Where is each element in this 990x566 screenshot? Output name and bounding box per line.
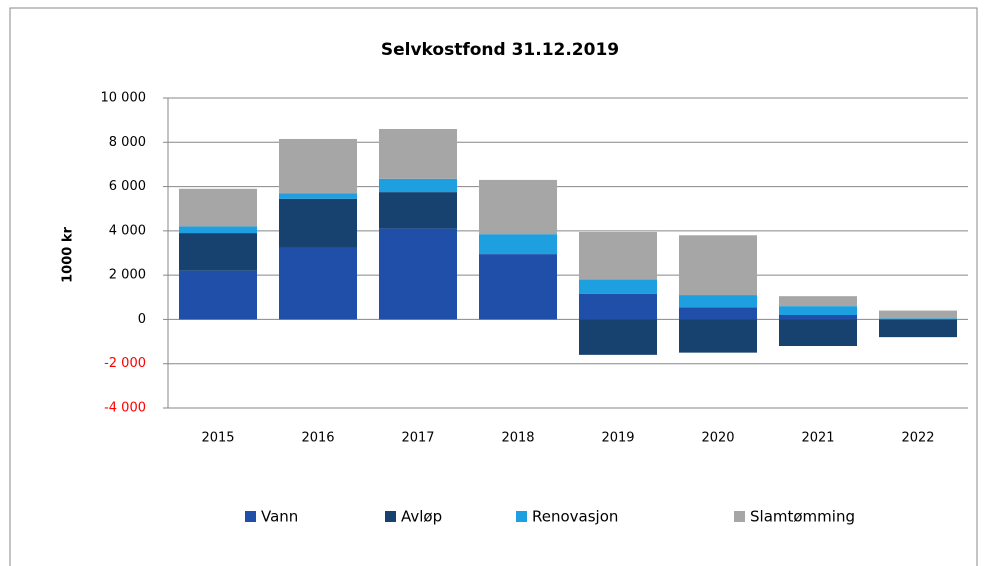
- bar-segment: [179, 270, 257, 320]
- y-tick-label: 2 000: [109, 268, 146, 283]
- chart-title: Selvkostfond 31.12.2019: [381, 40, 619, 60]
- bar-segment: [779, 319, 857, 346]
- x-tick-label: 2017: [401, 431, 434, 446]
- y-axis-label: 1000 kr: [61, 227, 76, 283]
- bar-segment: [879, 318, 957, 320]
- bar-segment: [679, 319, 757, 353]
- bar-segment: [879, 310, 957, 319]
- bar-segment: [179, 233, 257, 271]
- bar-segment: [279, 193, 357, 199]
- bar-segment: [779, 296, 857, 307]
- y-tick-label: 10 000: [101, 91, 147, 106]
- x-tick-label: 2020: [701, 431, 734, 446]
- bar-segment: [179, 226, 257, 234]
- bar-segment: [279, 198, 357, 248]
- legend-label: Avløp: [401, 508, 442, 526]
- bar-segment: [479, 234, 557, 255]
- x-tick-label: 2021: [801, 431, 834, 446]
- legend-swatch: [245, 511, 256, 522]
- bar-segment: [579, 293, 657, 320]
- bar-segment: [279, 247, 357, 320]
- bar-segment: [579, 231, 657, 280]
- legend-swatch: [734, 511, 745, 522]
- legend-swatch: [385, 511, 396, 522]
- x-tick-label: 2016: [301, 431, 334, 446]
- x-tick-label: 2019: [601, 431, 634, 446]
- bar-segment: [379, 178, 457, 193]
- bar-segment: [679, 307, 757, 320]
- legend-label: Renovasjon: [532, 508, 618, 526]
- bar-segment: [479, 179, 557, 235]
- x-tick-label: 2015: [201, 431, 234, 446]
- bar-segment: [179, 188, 257, 227]
- bar-segment: [379, 192, 457, 229]
- legend-label: Vann: [261, 508, 298, 526]
- y-tick-label: 8 000: [109, 135, 146, 150]
- bar-segment: [879, 319, 957, 338]
- bar-segment: [679, 235, 757, 296]
- x-tick-label: 2022: [901, 431, 934, 446]
- bar-segment: [279, 138, 357, 194]
- y-tick-label: 4 000: [109, 223, 146, 238]
- x-tick-label: 2018: [501, 431, 534, 446]
- bar-segment: [479, 254, 557, 320]
- legend-swatch: [516, 511, 527, 522]
- bar-segment: [579, 319, 657, 355]
- bar-segment: [679, 295, 757, 308]
- bar-segment: [779, 306, 857, 315]
- y-tick-label: -2 000: [104, 356, 146, 371]
- bar-segment: [579, 279, 657, 294]
- bar-segment: [379, 129, 457, 179]
- y-tick-label: 0: [138, 312, 146, 327]
- y-tick-label: 6 000: [109, 179, 146, 194]
- bar-segment: [379, 228, 457, 320]
- y-tick-label: -4 000: [104, 401, 146, 416]
- bar-segment: [779, 315, 857, 320]
- legend-label: Slamtømming: [750, 508, 855, 526]
